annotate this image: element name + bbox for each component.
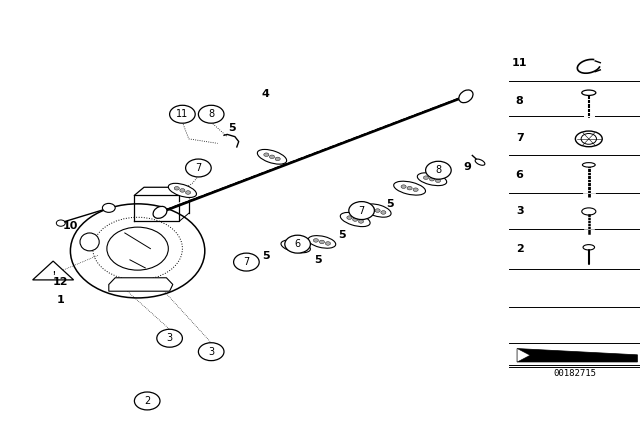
Text: 8: 8 (516, 96, 524, 106)
Text: 5: 5 (339, 230, 346, 240)
Circle shape (424, 176, 429, 180)
Text: 2: 2 (144, 396, 150, 406)
Circle shape (407, 186, 412, 190)
Text: 11: 11 (512, 58, 527, 68)
Text: 8: 8 (208, 109, 214, 119)
Circle shape (314, 239, 319, 242)
Text: 7: 7 (358, 206, 365, 215)
Circle shape (581, 134, 596, 144)
Circle shape (287, 243, 292, 247)
Text: !: ! (52, 271, 54, 276)
Ellipse shape (475, 159, 485, 165)
Circle shape (234, 253, 259, 271)
Ellipse shape (583, 245, 595, 250)
Circle shape (358, 220, 364, 223)
Text: 12: 12 (53, 277, 68, 287)
Text: 2: 2 (516, 244, 524, 254)
Text: 9: 9 (463, 162, 471, 172)
Text: 4: 4 (262, 89, 269, 99)
Circle shape (198, 105, 224, 123)
Circle shape (401, 185, 406, 189)
Polygon shape (517, 349, 637, 362)
Circle shape (170, 105, 195, 123)
Ellipse shape (417, 173, 447, 185)
Ellipse shape (168, 183, 196, 198)
Circle shape (413, 188, 418, 191)
Circle shape (269, 155, 275, 159)
Text: 6: 6 (516, 170, 524, 180)
Ellipse shape (308, 236, 336, 248)
Circle shape (375, 209, 380, 212)
Circle shape (347, 216, 352, 220)
Text: 8: 8 (435, 165, 442, 175)
Text: 7: 7 (243, 257, 250, 267)
Ellipse shape (153, 207, 167, 218)
Text: 7: 7 (195, 163, 202, 173)
Ellipse shape (364, 204, 391, 217)
Text: 3: 3 (208, 347, 214, 357)
Polygon shape (109, 278, 173, 291)
Circle shape (293, 245, 298, 248)
Circle shape (299, 246, 304, 250)
Circle shape (349, 202, 374, 220)
Circle shape (56, 220, 65, 226)
Circle shape (134, 392, 160, 410)
Text: 5: 5 (262, 251, 269, 261)
Text: 10: 10 (63, 221, 78, 231)
Ellipse shape (281, 240, 310, 253)
Text: 5: 5 (314, 255, 322, 265)
Ellipse shape (582, 208, 596, 215)
Circle shape (325, 241, 330, 245)
Text: 00182715: 00182715 (553, 369, 596, 378)
Text: 3: 3 (166, 333, 173, 343)
Circle shape (426, 161, 451, 179)
Circle shape (285, 235, 310, 253)
Text: 3: 3 (516, 207, 524, 216)
Circle shape (275, 157, 280, 161)
Circle shape (435, 179, 440, 182)
Circle shape (174, 186, 179, 190)
Circle shape (180, 189, 185, 192)
Circle shape (319, 240, 324, 244)
Circle shape (102, 203, 115, 212)
Ellipse shape (459, 90, 473, 103)
Text: 11: 11 (176, 109, 189, 119)
Ellipse shape (582, 163, 595, 167)
Ellipse shape (257, 150, 287, 164)
Circle shape (353, 218, 358, 221)
Ellipse shape (80, 233, 99, 251)
Text: 6: 6 (294, 239, 301, 249)
Circle shape (70, 204, 205, 298)
Circle shape (198, 343, 224, 361)
Polygon shape (33, 261, 74, 280)
Circle shape (381, 211, 386, 214)
Circle shape (429, 177, 435, 181)
Circle shape (157, 329, 182, 347)
Circle shape (186, 159, 211, 177)
Text: 1: 1 (57, 295, 65, 305)
Text: 7: 7 (516, 133, 524, 142)
Ellipse shape (340, 212, 370, 227)
Text: 5: 5 (228, 123, 236, 133)
Ellipse shape (575, 131, 602, 147)
Circle shape (264, 153, 269, 156)
Circle shape (369, 207, 374, 211)
Ellipse shape (582, 90, 596, 95)
Text: 5: 5 (387, 199, 394, 209)
Circle shape (186, 191, 191, 194)
Polygon shape (517, 349, 530, 362)
Ellipse shape (394, 181, 426, 195)
